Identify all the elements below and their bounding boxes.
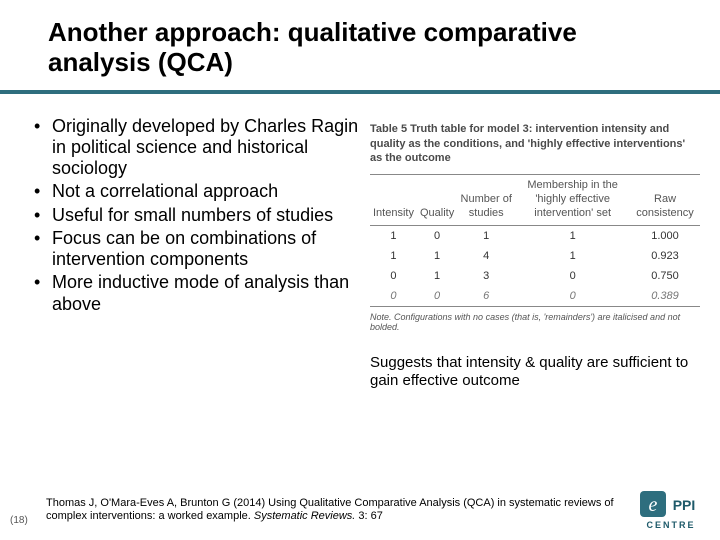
citation-journal: Systematic Reviews. bbox=[254, 510, 355, 522]
table-cell: 0 bbox=[515, 286, 630, 307]
table-cell: 3 bbox=[457, 266, 515, 286]
bullet-item: More inductive mode of analysis than abo… bbox=[30, 272, 360, 314]
table-cell: 0.750 bbox=[630, 266, 700, 286]
bullet-item: Originally developed by Charles Ragin in… bbox=[30, 116, 360, 180]
table-column: Table 5 Truth table for model 3: interve… bbox=[370, 116, 700, 391]
table-cell: 0.923 bbox=[630, 246, 700, 266]
table-cell: 0 bbox=[370, 286, 417, 307]
table-cell: 0 bbox=[417, 286, 457, 307]
table-cell: 1 bbox=[370, 225, 417, 246]
svg-text:PPI: PPI bbox=[673, 497, 696, 513]
bullet-item: Useful for small numbers of studies bbox=[30, 205, 360, 226]
col-header: Intensity bbox=[370, 175, 417, 225]
col-header: Number of studies bbox=[457, 175, 515, 225]
bullet-item: Focus can be on combinations of interven… bbox=[30, 228, 360, 270]
svg-text:e: e bbox=[649, 494, 658, 516]
page-number: (18) bbox=[10, 515, 28, 526]
table-caption: Table 5 Truth table for model 3: interve… bbox=[370, 122, 700, 167]
table-cell: 1 bbox=[515, 225, 630, 246]
table-cell: 1 bbox=[457, 225, 515, 246]
suggests-text: Suggests that intensity & quality are su… bbox=[370, 354, 700, 392]
col-header: Quality bbox=[417, 175, 457, 225]
table-cell: 0 bbox=[417, 225, 457, 246]
table-cell: 4 bbox=[457, 246, 515, 266]
table-cell: 1 bbox=[515, 246, 630, 266]
table-cell: 1 bbox=[370, 246, 417, 266]
table-row: 10111.000 bbox=[370, 225, 700, 246]
table-cell: 0 bbox=[515, 266, 630, 286]
citation-suffix: 3: 67 bbox=[355, 510, 383, 522]
bullet-column: Originally developed by Charles Ragin in… bbox=[30, 116, 360, 391]
col-header: Membership in the 'highly effective inte… bbox=[515, 175, 630, 225]
truth-table: Intensity Quality Number of studies Memb… bbox=[370, 174, 700, 306]
table-cell: 1 bbox=[417, 246, 457, 266]
table-row: 01300.750 bbox=[370, 266, 700, 286]
eppi-logo: e PPI CENTRE bbox=[636, 491, 706, 530]
bullet-item: Not a correlational approach bbox=[30, 181, 360, 202]
table-cell: 0.389 bbox=[630, 286, 700, 307]
table-row: 11410.923 bbox=[370, 246, 700, 266]
table-note: Note. Configurations with no cases (that… bbox=[370, 312, 700, 332]
table-cell: 0 bbox=[370, 266, 417, 286]
table-cell: 6 bbox=[457, 286, 515, 307]
citation: Thomas J, O'Mara-Eves A, Brunton G (2014… bbox=[46, 497, 620, 525]
bullet-list: Originally developed by Charles Ragin in… bbox=[30, 116, 360, 315]
logo-icon: e PPI bbox=[640, 491, 702, 519]
col-header: Raw consistency bbox=[630, 175, 700, 225]
table-row: 00600.389 bbox=[370, 286, 700, 307]
logo-text: CENTRE bbox=[636, 520, 706, 530]
table-cell: 1 bbox=[417, 266, 457, 286]
table-cell: 1.000 bbox=[630, 225, 700, 246]
content-area: Originally developed by Charles Ragin in… bbox=[0, 94, 720, 391]
slide-title: Another approach: qualitative comparativ… bbox=[48, 18, 672, 78]
